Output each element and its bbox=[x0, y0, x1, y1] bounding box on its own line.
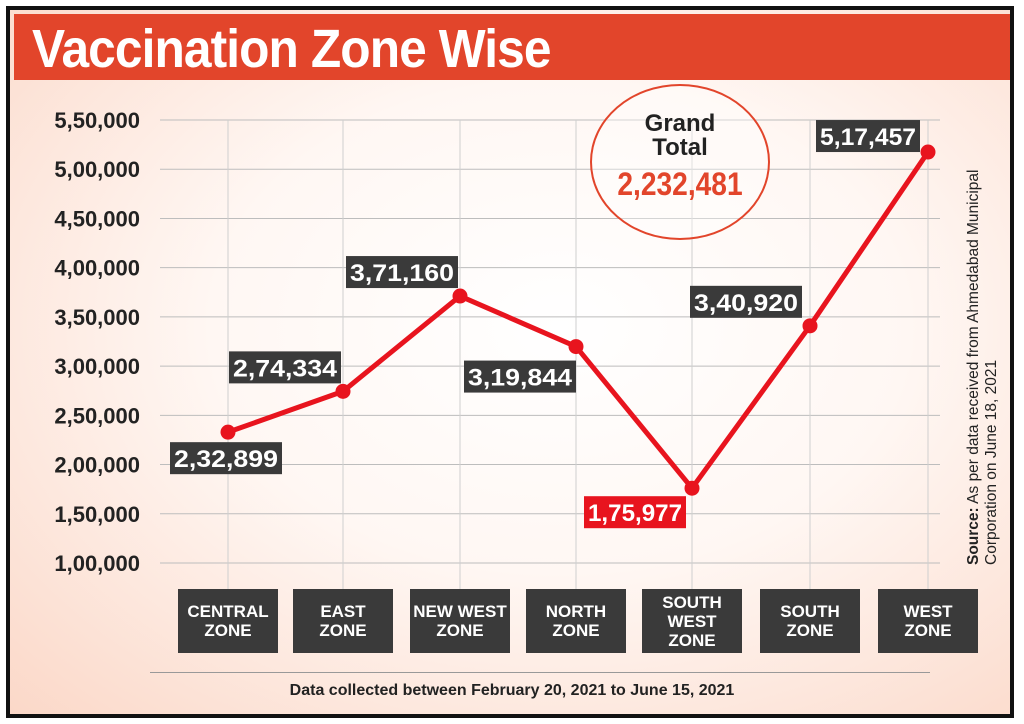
source-prefix: Source: bbox=[965, 507, 982, 565]
chart-title: Vaccination Zone Wise bbox=[32, 19, 551, 79]
source-note: Source: As per data received from Ahmeda… bbox=[965, 165, 1001, 565]
data-point bbox=[452, 288, 468, 304]
grand-total-label-line2: Total bbox=[652, 134, 708, 161]
y-tick-label: 4,50,000 bbox=[54, 206, 140, 231]
grand-total-label-line1: Grand bbox=[644, 110, 716, 137]
x-tick-label: EAST ZONE bbox=[293, 589, 393, 653]
data-label-box bbox=[690, 285, 802, 318]
y-tick-label: 2,00,000 bbox=[54, 453, 140, 478]
grand-total-circle: Grand Total 2,232,481 bbox=[590, 84, 770, 240]
data-point bbox=[568, 339, 584, 355]
data-label-box bbox=[170, 442, 282, 475]
y-tick-label: 2,50,000 bbox=[54, 403, 140, 428]
data-point bbox=[684, 480, 700, 496]
y-tick-label: 3,50,000 bbox=[54, 305, 140, 330]
data-label-box bbox=[464, 360, 576, 393]
footer-divider bbox=[150, 672, 930, 673]
y-tick-label: 4,00,000 bbox=[54, 256, 140, 281]
x-tick-label: CENTRAL ZONE bbox=[178, 589, 278, 653]
data-label: 1,75,977 bbox=[588, 500, 682, 527]
data-point bbox=[335, 383, 351, 399]
y-tick-label: 5,50,000 bbox=[54, 108, 140, 133]
data-label-box bbox=[229, 351, 341, 384]
data-label: 3,19,844 bbox=[468, 365, 573, 392]
data-label-box bbox=[584, 496, 686, 529]
y-tick-label: 3,00,000 bbox=[54, 354, 140, 379]
x-tick-label: NEW WEST ZONE bbox=[410, 589, 510, 653]
x-tick-label: NORTH ZONE bbox=[526, 589, 626, 653]
grand-total-label: Grand Total bbox=[592, 112, 768, 160]
data-label: 3,40,920 bbox=[694, 290, 798, 317]
data-label: 3,71,160 bbox=[350, 260, 454, 287]
y-tick-label: 5,00,000 bbox=[54, 157, 140, 182]
x-tick-label: WEST ZONE bbox=[878, 589, 978, 653]
data-label: 5,17,457 bbox=[820, 124, 916, 151]
data-label-box bbox=[816, 120, 920, 153]
y-tick-label: 1,00,000 bbox=[54, 551, 140, 576]
series-line bbox=[227, 150, 931, 491]
title-bar: Vaccination Zone Wise bbox=[14, 14, 1010, 80]
source-text: As per data received from Ahmedabad Muni… bbox=[965, 169, 1000, 565]
data-label-box bbox=[346, 256, 458, 289]
data-point bbox=[220, 424, 236, 440]
data-label: 2,32,899 bbox=[174, 446, 278, 473]
x-tick-label: SOUTH WEST ZONE bbox=[642, 589, 742, 653]
data-label: 2,74,334 bbox=[233, 355, 338, 382]
y-tick-label: 1,50,000 bbox=[54, 502, 140, 527]
footer-note: Data collected between February 20, 2021… bbox=[289, 682, 735, 699]
grand-total-value: 2,232,481 bbox=[617, 166, 743, 202]
data-point bbox=[920, 144, 936, 160]
data-point bbox=[802, 318, 818, 334]
x-tick-label: SOUTH ZONE bbox=[760, 589, 860, 653]
